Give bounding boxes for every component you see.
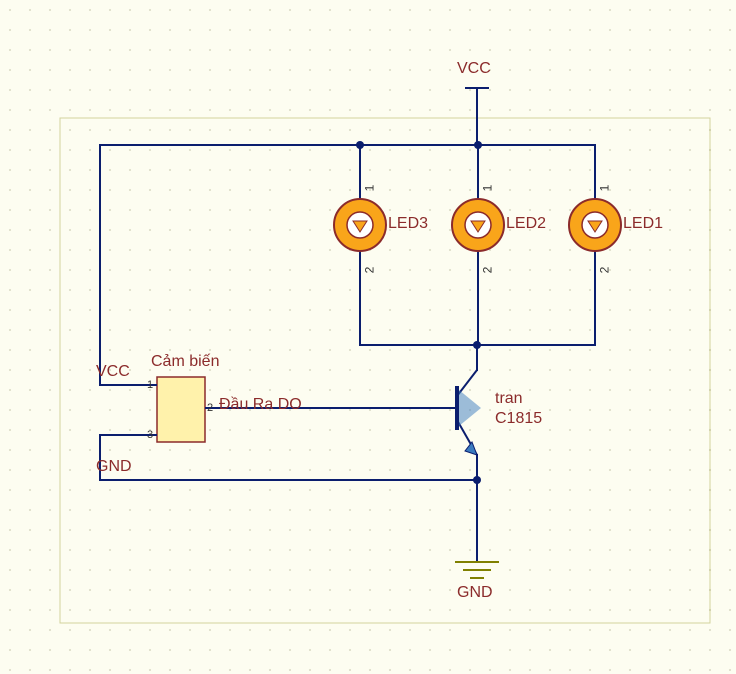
- label-gnd-left: GND: [96, 458, 132, 476]
- led1-pin1: 1: [597, 185, 611, 192]
- label-vcc-top: VCC: [457, 60, 491, 78]
- sensor-pin1: 1: [147, 379, 153, 391]
- led3-pin2: 2: [362, 267, 376, 274]
- schematic-canvas: VCC VCC GND GND Cảm biến Đầu Ra DO LED1 …: [0, 0, 736, 674]
- label-tran2: C1815: [495, 410, 542, 428]
- label-led1: LED1: [623, 215, 663, 233]
- sensor-pin3: 3: [147, 429, 153, 441]
- led3-pin1: 1: [362, 185, 376, 192]
- label-tran1: tran: [495, 390, 523, 408]
- label-sensor: Cảm biến: [151, 353, 219, 371]
- label-vcc-left: VCC: [96, 363, 130, 381]
- led2-pin1: 1: [480, 185, 494, 192]
- label-led3: LED3: [388, 215, 428, 233]
- label-do: Đầu Ra DO: [219, 396, 302, 414]
- sensor-pin2: 2: [207, 402, 213, 414]
- label-led2: LED2: [506, 215, 546, 233]
- label-gnd-bottom: GND: [457, 584, 493, 602]
- led1-pin2: 2: [597, 267, 611, 274]
- schematic-svg: [0, 0, 736, 674]
- led2-pin2: 2: [480, 267, 494, 274]
